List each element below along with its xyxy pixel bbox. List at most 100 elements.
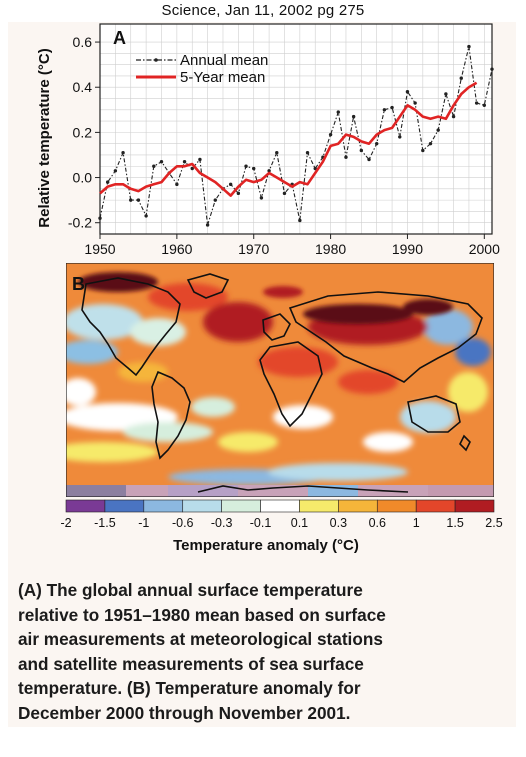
colorbar-tick-label: -0.3 <box>211 516 233 530</box>
annual-point <box>113 169 118 173</box>
x-tick-label: 2000 <box>469 241 500 257</box>
colorbar-title: Temperature anomaly (°C) <box>173 537 359 554</box>
colorbar-tick-label: 1.5 <box>446 516 463 530</box>
map-b: B <box>66 263 494 497</box>
annual-point <box>367 157 371 162</box>
colorbar: -2 -1.5 -1 -0.6 -0.3 -0.1 0.1 0.3 0.6 1 1.5 2.5 Tem… <box>60 499 503 554</box>
colorbar-swatch <box>338 499 378 513</box>
annual-point <box>298 218 302 223</box>
annual-point <box>405 90 410 94</box>
plot-area <box>100 24 492 234</box>
panel-label-b: B <box>72 274 85 294</box>
caption: (A) The global annual surface temperatur… <box>18 578 496 725</box>
annual-point <box>175 182 179 187</box>
series-annual-mean <box>99 46 493 226</box>
colorbar-tick-label: 0.3 <box>330 516 347 530</box>
annual-point <box>351 114 356 119</box>
annual-point <box>444 92 448 96</box>
grid <box>99 24 492 234</box>
legend-annual-marker <box>154 58 158 62</box>
annual-point <box>198 157 202 162</box>
colorbar-labels: -2 -1.5 -1 -0.6 -0.3 -0.1 0.1 0.3 0.6 1 1.5 2.5 <box>60 516 502 530</box>
colorbar-swatch <box>376 499 417 513</box>
annual-point <box>236 191 241 196</box>
legend: Annual mean 5-Year mean <box>136 52 268 86</box>
chart-a: -0.2 0.0 0.2 0.4 0.6 1950 1960 1970 1980 1990 200… <box>36 23 500 257</box>
legend-label-5yr: 5-Year mean <box>180 69 265 86</box>
annual-point <box>259 196 264 200</box>
caption-line: relative to 1951–1980 mean based on surf… <box>18 604 386 625</box>
annual-point <box>121 151 125 155</box>
annual-point <box>275 151 279 155</box>
series-5yr-mean <box>99 81 478 197</box>
colorbar-tick-label: -0.1 <box>250 516 272 530</box>
annual-point <box>144 214 148 218</box>
y-tick-label: 0.4 <box>73 79 93 95</box>
annual-point <box>228 182 233 187</box>
annual-point <box>482 103 487 107</box>
series-layer <box>98 44 494 227</box>
panel-label-a: A <box>113 28 126 48</box>
annual-point <box>136 198 141 202</box>
y-axis-title: Relative temperature (°C) <box>36 48 53 227</box>
caption-line: (A) The global annual surface temperatur… <box>18 580 363 600</box>
colorbar-tick-label: 1 <box>413 516 420 530</box>
annual-point <box>467 44 471 49</box>
annual-point <box>129 198 133 202</box>
colorbar-swatch <box>65 499 106 513</box>
annual-point <box>413 101 417 105</box>
caption-line: and satellite measurements of sea surfac… <box>18 653 364 674</box>
annual-point <box>282 191 287 196</box>
colorbar-swatch <box>182 499 222 513</box>
y-axis: -0.2 0.0 0.2 0.4 0.6 <box>68 34 100 231</box>
colorbar-swatch <box>143 499 184 513</box>
y-tick-label: -0.2 <box>68 215 92 231</box>
y-tick-label: 0.0 <box>73 170 93 186</box>
plot-frame <box>99 23 493 235</box>
annual-point <box>213 198 217 202</box>
source-header: Science, Jan 11, 2002 pg 275 <box>161 2 365 19</box>
annual-point <box>459 76 463 80</box>
colorbar-swatch <box>221 499 261 513</box>
colorbar-swatch <box>104 499 145 513</box>
annual-point <box>359 148 364 153</box>
plot-border <box>99 23 493 235</box>
annual-point <box>252 166 256 171</box>
figure-panel: -0.2 0.0 0.2 0.4 0.6 1950 1960 1970 1980 1990 200… <box>8 22 516 727</box>
annual-point <box>428 141 433 146</box>
annual-point <box>305 151 310 155</box>
annual-point <box>98 216 102 220</box>
colorbar-tick-label: 2.5 <box>485 516 502 530</box>
x-tick-label: 1990 <box>392 241 423 257</box>
annual-point <box>382 108 387 112</box>
annual-point <box>336 110 340 114</box>
map-field <box>66 263 494 497</box>
continent-outlines <box>81 273 483 493</box>
annual-point <box>159 160 164 164</box>
x-axis: 1950 1960 1970 1980 1990 2000 <box>84 234 500 257</box>
annual-point <box>244 164 248 168</box>
colorbar-swatches <box>65 499 495 513</box>
colorbar-swatch <box>299 499 339 513</box>
colorbar-tick-label: -1 <box>138 516 149 530</box>
annual-point <box>152 164 156 168</box>
x-tick-label: 1950 <box>84 241 115 257</box>
annual-point <box>105 180 110 184</box>
annual-point <box>182 160 187 164</box>
annual-point <box>474 101 479 105</box>
annual-point <box>451 114 456 119</box>
annual-point <box>436 128 440 132</box>
colorbar-tick-label: -2 <box>60 516 71 530</box>
y-tick-label: 0.2 <box>73 124 93 140</box>
caption-line: air measurements at meteorological stati… <box>18 629 383 649</box>
colorbar-swatch <box>260 499 300 513</box>
annual-point <box>267 169 271 173</box>
annual-point <box>344 155 348 159</box>
annual-point <box>375 141 379 146</box>
y-tick-label: 0.6 <box>73 34 93 50</box>
colorbar-tick-label: 0.6 <box>369 516 386 530</box>
colorbar-swatch <box>415 499 456 513</box>
x-tick-label: 1970 <box>238 241 269 257</box>
colorbar-tick-label: 0.1 <box>291 516 308 530</box>
x-tick-label: 1960 <box>161 241 192 257</box>
